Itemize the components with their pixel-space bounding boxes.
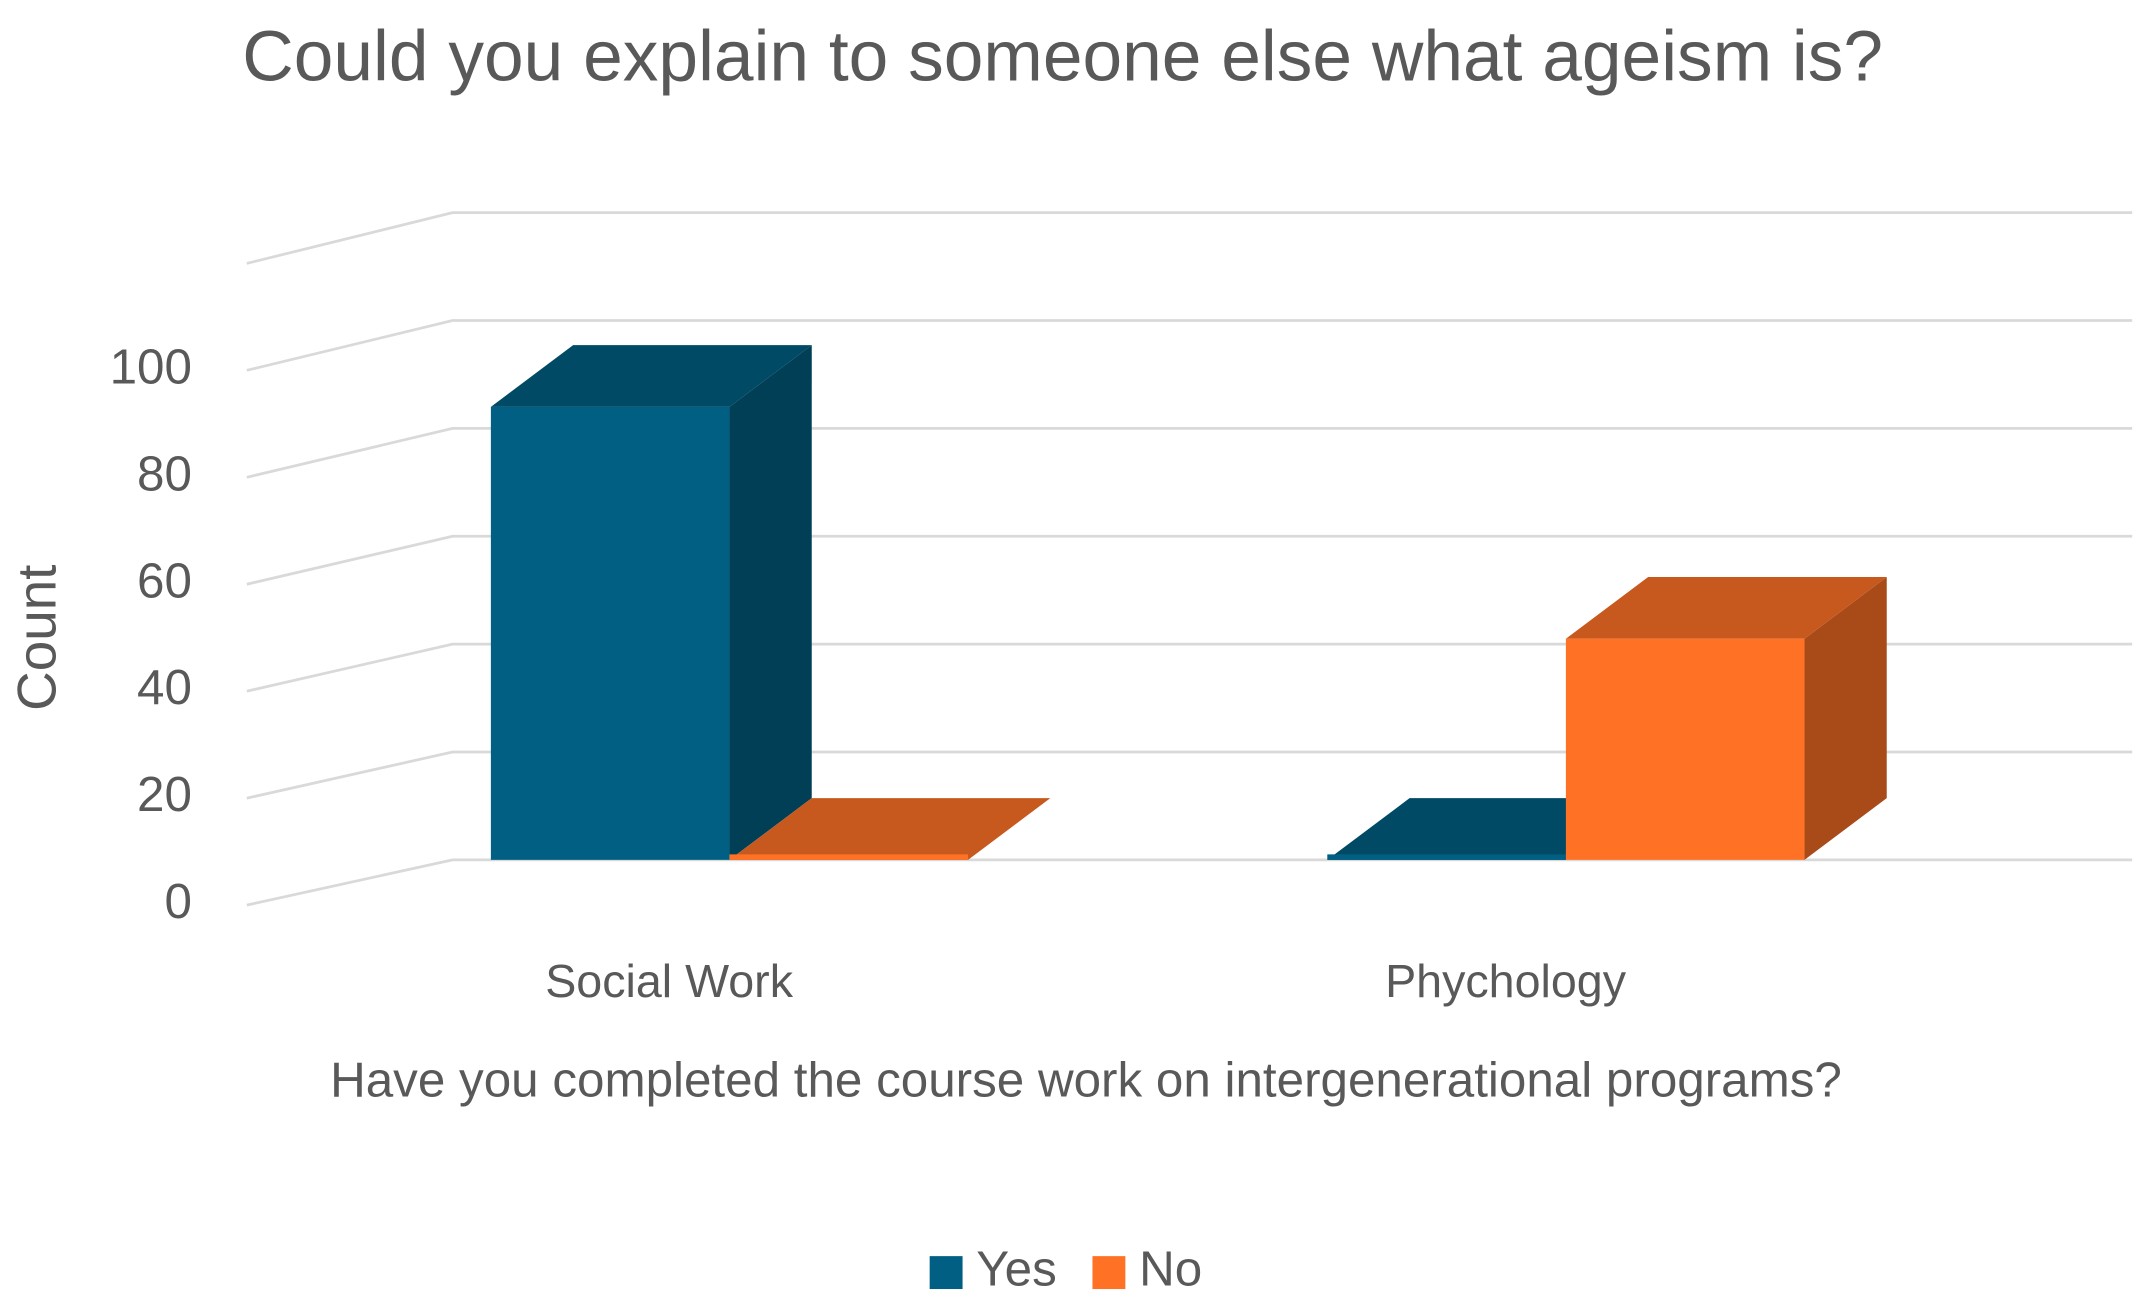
bar-side [1804, 577, 1887, 860]
y-tick-label: 20 [137, 767, 192, 822]
grid-line [246, 319, 2133, 372]
bar-top [490, 345, 812, 407]
legend-label: No [1139, 1242, 1202, 1297]
y-tick-label: 100 [110, 339, 192, 394]
grid-line [246, 858, 2133, 907]
bar [490, 406, 730, 860]
y-tick-label: 0 [165, 874, 192, 929]
y-tick-label: 40 [137, 660, 192, 715]
chart-title: Could you explain to someone else what a… [242, 17, 1883, 97]
bar-side [729, 345, 812, 860]
bar [1327, 854, 1566, 860]
legend-label: Yes [976, 1242, 1057, 1297]
y-axis-title: Count [6, 565, 68, 711]
bar [1565, 638, 1805, 860]
bar [729, 854, 969, 860]
grid-line [246, 534, 2133, 586]
x-axis-title: Have you completed the course work on in… [330, 1052, 1842, 1107]
bar-top [729, 798, 1051, 860]
legend-swatch [1092, 1256, 1126, 1290]
y-tick-label: 80 [137, 446, 192, 501]
legend-swatch [929, 1256, 963, 1290]
x-tick-label: Phychology [1385, 955, 1627, 1007]
grid-line [246, 427, 2133, 479]
y-tick-label: 60 [137, 553, 192, 608]
x-tick-label: Social Work [545, 955, 793, 1007]
bar-top [1565, 577, 1887, 639]
wall-edge [246, 211, 2133, 265]
